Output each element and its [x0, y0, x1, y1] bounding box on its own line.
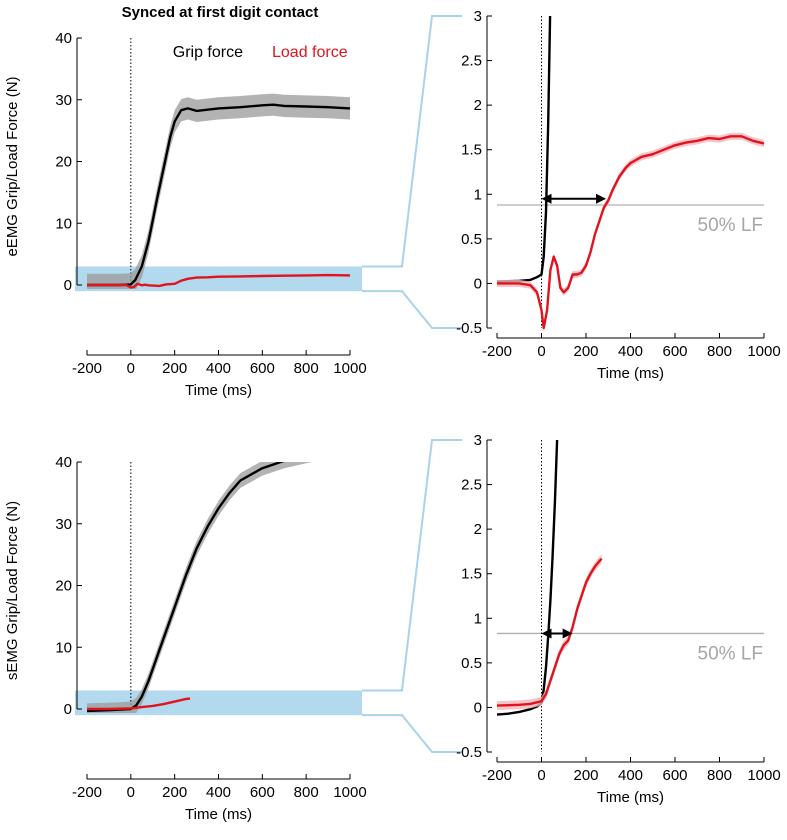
y-tick-label: 3: [474, 8, 482, 25]
delay-arrow-head-right: [562, 628, 573, 639]
x-tick-label: 200: [573, 343, 598, 360]
eemg-overview-panel: 0 10 20 30 40 -200 0 200 400 600 800 1000 Time (ms) e…: [4, 30, 367, 399]
y-tick-label: 20: [55, 578, 72, 595]
legend-load-force: Load force: [272, 44, 348, 61]
x-tick-label: 600: [250, 360, 275, 377]
grip-force-line: [496, 440, 559, 716]
x-tick-label: -200: [72, 360, 102, 377]
y-tick-label: 30: [55, 516, 72, 533]
x-tick-label: 400: [618, 767, 643, 784]
grip-force-error-band: [87, 93, 350, 289]
y-tick-label: 1.5: [461, 142, 482, 159]
x-tick-label: 600: [250, 784, 275, 801]
y-tick-label: 1.5: [461, 566, 482, 583]
zoom-connector-bottom: [362, 290, 462, 329]
load-force-error-band: [497, 554, 602, 711]
x-tick-label: 200: [162, 360, 187, 377]
load-force-line: [87, 697, 191, 711]
y-tick-label: -0.5: [456, 744, 482, 761]
load-force-line: [497, 135, 765, 330]
y-tick-label: 0.5: [461, 655, 482, 672]
y-tick-label: 0: [64, 701, 72, 718]
x-tick-label: 0: [127, 784, 135, 801]
load-force-line: [87, 273, 351, 289]
x-axis-label: Time (ms): [185, 382, 252, 399]
delay-arrow-head-right: [596, 193, 607, 204]
load-force-line: [496, 557, 603, 707]
reference-line-label: 50% LF: [698, 643, 763, 664]
x-tick-label: 400: [618, 343, 643, 360]
y-tick-label: 3: [474, 432, 482, 449]
x-tick-label: 0: [127, 360, 135, 377]
x-tick-label: 800: [707, 343, 732, 360]
y-tick-label: 30: [55, 92, 72, 109]
y-tick-label: 2: [474, 521, 482, 538]
x-tick-label: 800: [294, 784, 319, 801]
x-tick-label: 1000: [747, 767, 780, 784]
x-tick-label: -200: [72, 784, 102, 801]
x-axis-label: Time (ms): [597, 365, 664, 382]
x-tick-label: 200: [573, 767, 598, 784]
reference-line-label: 50% LF: [698, 215, 763, 236]
series-group: [87, 93, 351, 289]
x-tick-label: 0: [537, 343, 545, 360]
y-tick-label: 0.5: [461, 231, 482, 248]
zoom-connector-top: [362, 439, 462, 692]
x-axis-label: Time (ms): [597, 789, 664, 806]
series-group: [86, 462, 312, 713]
figure-title: Synced at first digit contact: [122, 4, 319, 21]
delay-arrow-head-left: [541, 628, 552, 639]
y-tick-label: 10: [55, 639, 72, 656]
grip-force-error-band: [87, 462, 312, 713]
series-group: [496, 16, 765, 332]
x-tick-label: 200: [162, 784, 187, 801]
y-tick-label: 0: [474, 275, 482, 292]
x-tick-label: 1000: [333, 784, 366, 801]
legend-grip-force: Grip force: [173, 44, 243, 61]
grip-force-line: [496, 16, 552, 283]
y-tick-label: 10: [55, 215, 72, 232]
grip-force-line: [86, 462, 285, 713]
y-tick-label: 0: [474, 699, 482, 716]
y-tick-label: 0: [64, 277, 72, 294]
x-axis-label: Time (ms): [185, 806, 252, 823]
x-tick-label: 800: [294, 360, 319, 377]
x-tick-label: 1000: [333, 360, 366, 377]
y-tick-label: 40: [55, 30, 72, 47]
zoom-connectors: [362, 15, 462, 753]
y-tick-label: 1: [474, 186, 482, 203]
x-tick-label: 1000: [747, 343, 780, 360]
legend: Grip force Load force: [173, 44, 348, 61]
y-axis-label: sEMG Grip/Load Force (N): [4, 501, 21, 680]
y-axis-label: eEMG Grip/Load Force (N): [4, 76, 21, 256]
x-tick-label: 600: [662, 767, 687, 784]
x-tick-label: 600: [662, 343, 687, 360]
y-tick-label: 2: [474, 97, 482, 114]
semg-zoom-panel: -0.5 0 0.5 1 1.5 2 2.5 3 -200 0 200 400 600 800 1000 Ti…: [456, 432, 781, 806]
zoom-connector-top: [362, 15, 462, 268]
series-group: [496, 440, 603, 716]
eemg-zoom-panel: -0.5 0 0.5 1 1.5 2 2.5 3 -200 0 200 400 600 800 1000 Ti…: [456, 8, 781, 382]
x-tick-label: 800: [707, 767, 732, 784]
y-tick-label: 2.5: [461, 477, 482, 494]
grip-force-line: [87, 103, 351, 287]
zoom-connector-bottom: [362, 714, 462, 753]
x-tick-label: 0: [537, 767, 545, 784]
y-tick-label: 2.5: [461, 53, 482, 70]
delay-arrow-head-left: [541, 193, 552, 204]
x-tick-label: -200: [482, 767, 512, 784]
y-tick-label: -0.5: [456, 320, 482, 337]
y-tick-label: 1: [474, 610, 482, 627]
y-tick-label: 20: [55, 154, 72, 171]
x-tick-label: 400: [206, 784, 231, 801]
x-tick-label: 400: [206, 360, 231, 377]
semg-overview-panel: 0 10 20 30 40 -200 0 200 400 600 800 1000 Time (ms) s…: [4, 454, 367, 823]
y-tick-label: 40: [55, 454, 72, 471]
x-tick-label: -200: [482, 343, 512, 360]
